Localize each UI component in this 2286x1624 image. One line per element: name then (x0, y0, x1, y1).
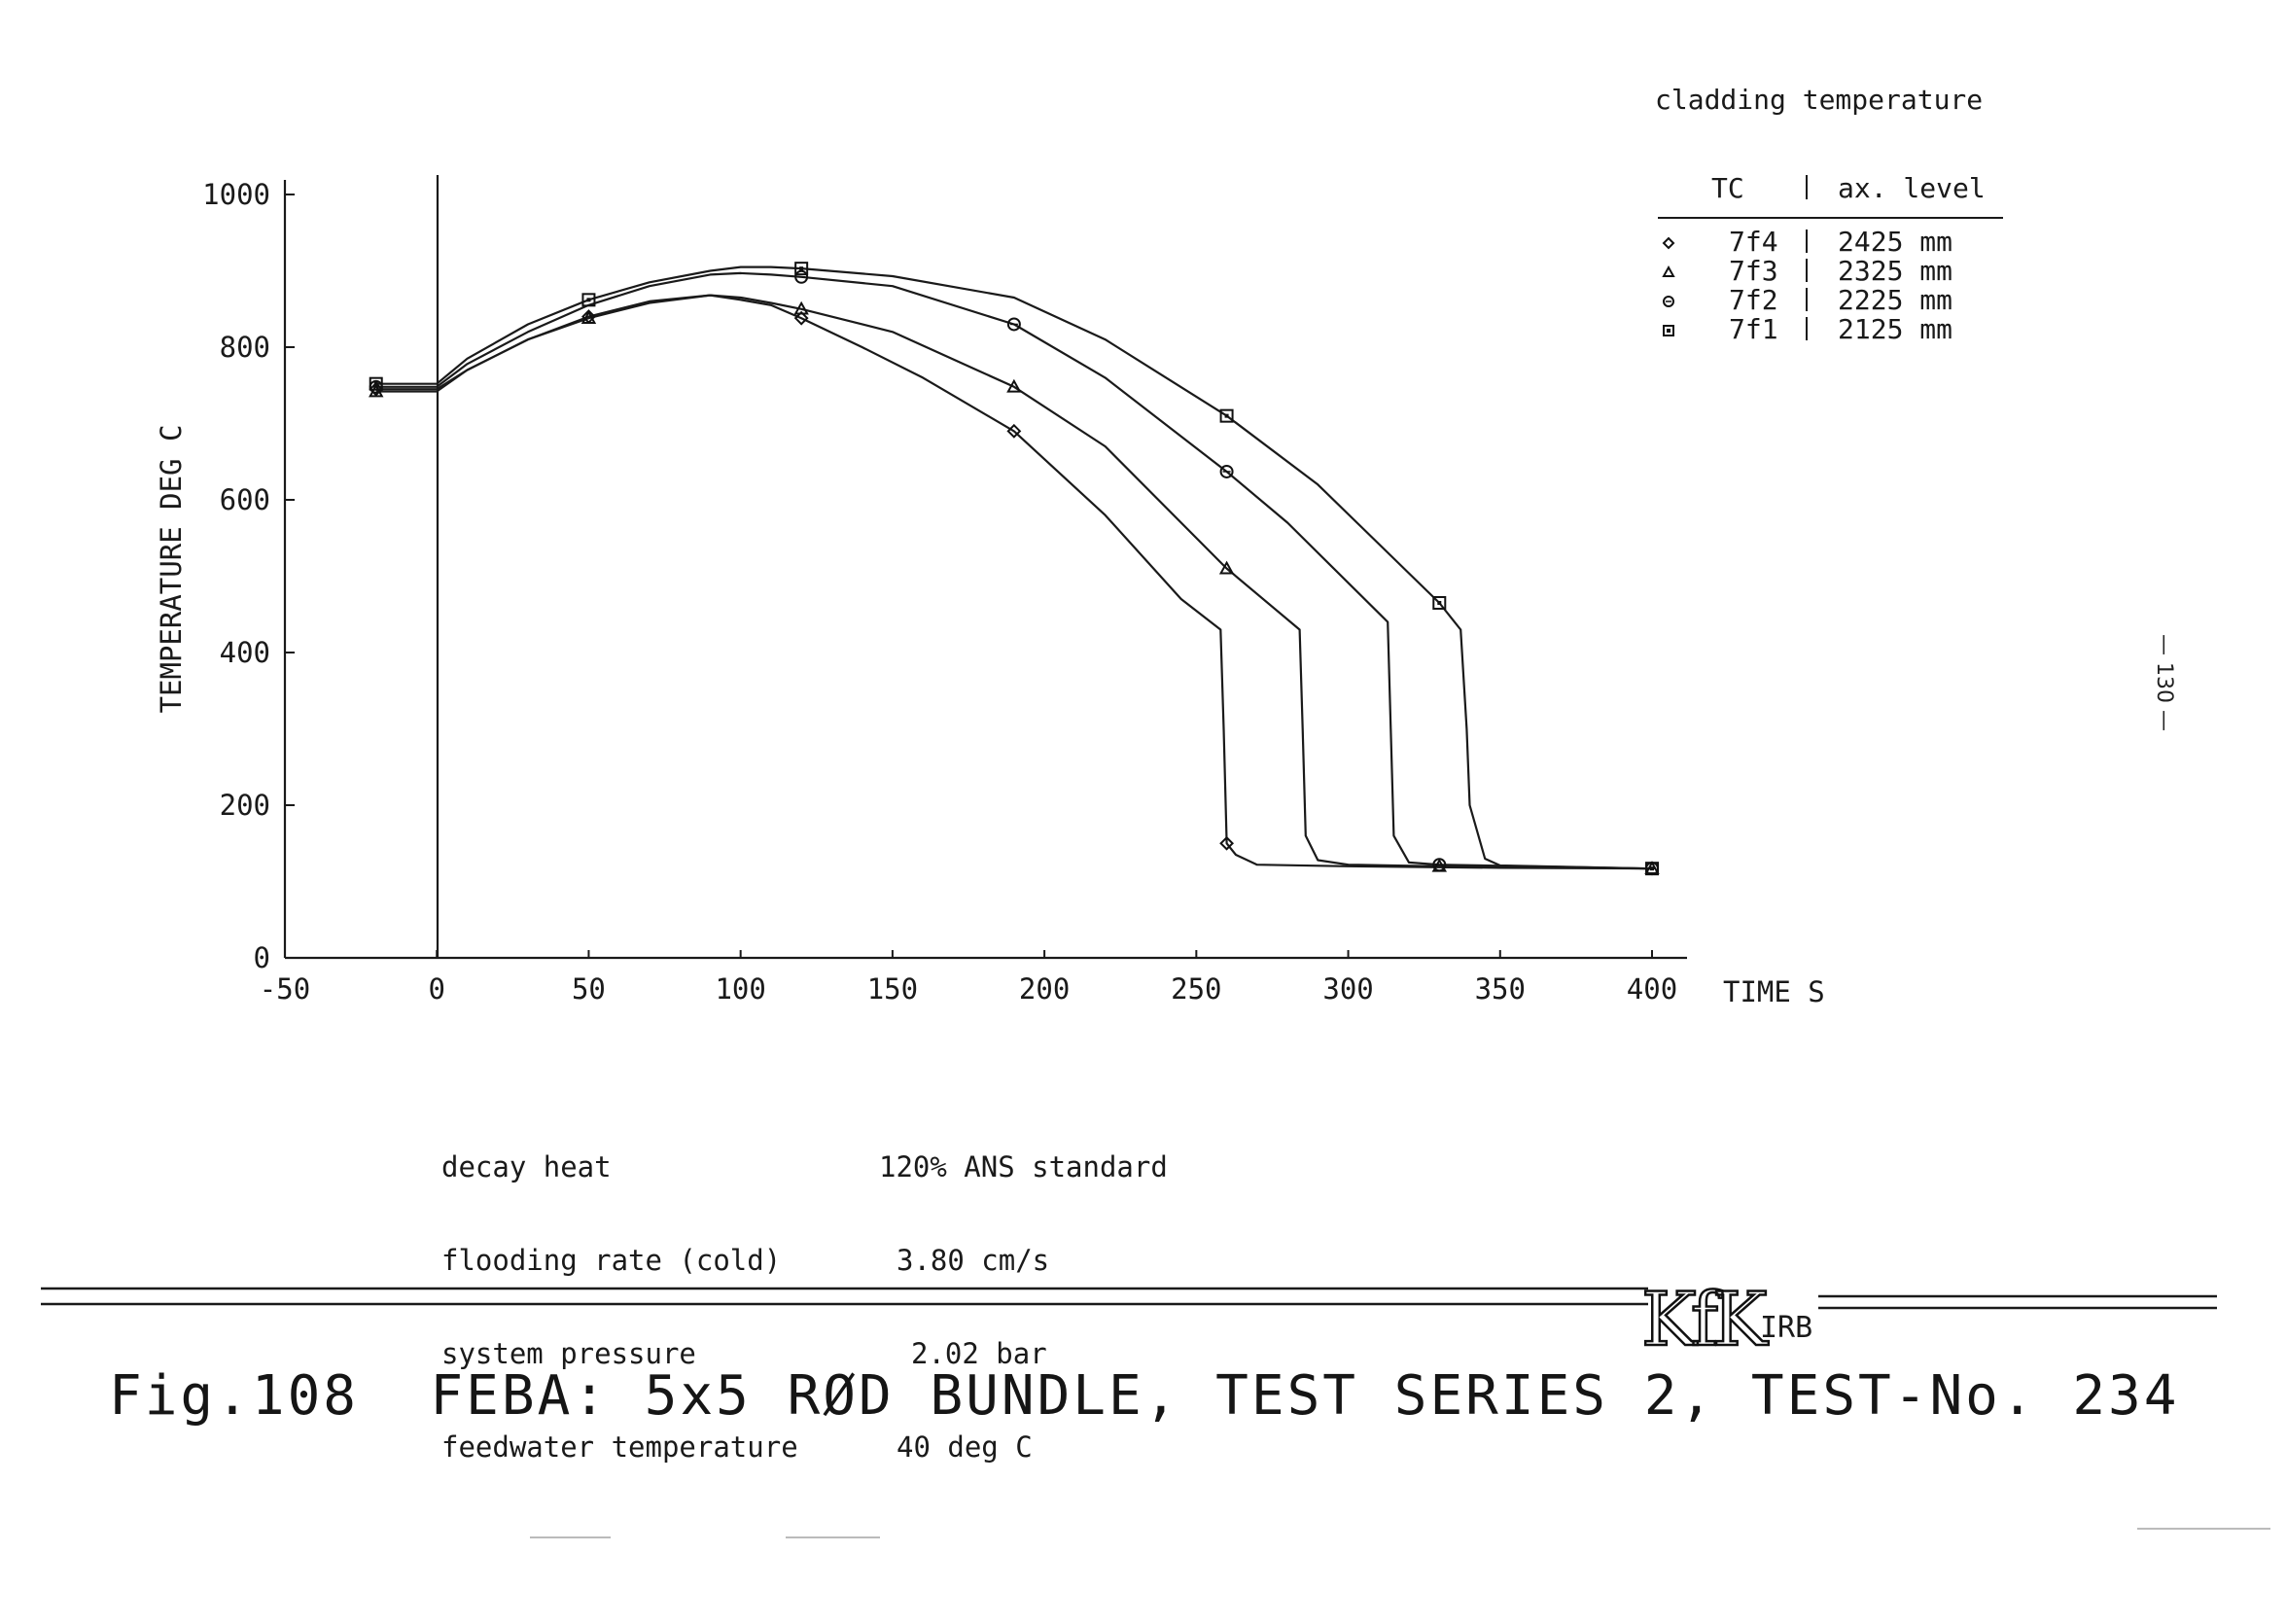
data-point-7f1 (794, 262, 809, 276)
data-point-7f4 (1006, 423, 1022, 439)
legend-marker-7f1 (1663, 325, 1674, 336)
x-axis-label: TIME S (1723, 975, 1825, 1008)
legend-marker-7f3 (1662, 265, 1675, 277)
x-tick-label: 400 (1627, 972, 1677, 1006)
series-lines (375, 265, 1653, 870)
legend-marker-7f4 (1662, 236, 1675, 250)
y-tick-label: 0 (254, 941, 270, 974)
data-point-7f1 (581, 293, 596, 307)
data-point-7f3 (1006, 378, 1022, 393)
data-point-7f1-dot (1437, 600, 1442, 605)
legend-rows: 7f4 2425 mm 7f3 2325 mm 7f2 2225 mm 7f1 2125 mm (1662, 226, 1952, 345)
series-line-7f3 (375, 294, 1653, 870)
axes (283, 175, 1687, 960)
condition-value: 120% ANS standard (879, 1150, 1168, 1183)
scan-marks (530, 1528, 2270, 1538)
kfk-logo-mark: KfK (1641, 1276, 1769, 1362)
figure-caption: Fig.108 FEBA: 5x5 RØD BUNDLE, TEST SERIE… (109, 1364, 2180, 1428)
y-axis-label: TEMPERATURE DEG C (155, 425, 188, 714)
data-point-7f2 (794, 269, 809, 284)
legend-tc-name: 7f3 (1729, 255, 1778, 287)
condition-row: decay heat 120% ANS standard (441, 1151, 1317, 1183)
data-point-7f1 (1645, 862, 1659, 876)
x-tick-label: 50 (572, 972, 606, 1006)
legend-tc-name: 7f2 (1729, 284, 1778, 316)
data-point-7f4 (793, 310, 809, 326)
legend-level: 2325 mm (1838, 255, 1952, 287)
x-tick-label: 0 (428, 972, 444, 1006)
data-point-7f1-dot (586, 298, 591, 302)
legend-marker-7f1-dot (1667, 329, 1671, 333)
data-point-7f1-dot (799, 266, 804, 271)
data-point-7f1 (1219, 408, 1234, 423)
series-markers (369, 262, 1660, 876)
condition-value: 2.02 bar (911, 1337, 1047, 1370)
data-point-7f1-dot (373, 381, 378, 386)
page-number: — 130 — (2152, 634, 2176, 731)
kfk-logo: KfK IRB (1640, 1275, 1812, 1364)
legend-header-level: ax. level (1838, 172, 1986, 204)
test-conditions: decay heat 120% ANS standard flooding rat… (441, 1089, 1317, 1463)
data-point-7f3 (1218, 560, 1235, 575)
series-line-7f2 (375, 271, 1653, 870)
condition-row: feedwater temperature 40 deg C (441, 1431, 1317, 1463)
legend-tc-name: 7f4 (1729, 226, 1778, 258)
data-point-7f3 (793, 300, 809, 315)
kfk-logo-irb: IRB (1760, 1311, 1812, 1345)
condition-label: feedwater temperature (441, 1430, 798, 1464)
series-line-7f1 (375, 265, 1653, 870)
y-ticks: 0 200 400 600 800 1000 (202, 178, 295, 974)
x-tick-label: 100 (715, 972, 765, 1006)
condition-label: system pressure (441, 1337, 696, 1370)
data-point-7f4 (1219, 835, 1234, 851)
y-tick-label: 200 (220, 789, 270, 822)
data-point-7f1-dot (1650, 866, 1654, 871)
y-tick-label: 400 (220, 636, 270, 669)
condition-value: 40 deg C (897, 1430, 1033, 1464)
condition-value: 3.80 cm/s (897, 1244, 1050, 1277)
legend-tc-name: 7f1 (1729, 313, 1778, 345)
data-point-7f2 (1219, 464, 1234, 478)
x-tick-label: 200 (1019, 972, 1070, 1006)
y-tick-label: 1000 (202, 178, 270, 211)
data-point-7f3 (580, 310, 597, 324)
x-ticks: -50 0 50 100 150 200 250 300 350 400 (260, 950, 1677, 1006)
x-tick-label: 350 (1475, 972, 1526, 1006)
data-point-7f1 (369, 376, 383, 391)
legend: cladding temperature TC ax. level 7f4 242… (1655, 84, 2003, 345)
condition-label: decay heat (441, 1150, 612, 1183)
data-point-7f2 (1006, 317, 1021, 332)
data-point-7f1 (1432, 595, 1447, 610)
x-tick-label: 250 (1171, 972, 1221, 1006)
legend-header-tc: TC (1711, 172, 1744, 204)
footer-rule (41, 1287, 2217, 1310)
legend-level: 2425 mm (1838, 226, 1952, 258)
y-tick-label: 600 (220, 483, 270, 516)
x-tick-label: 150 (867, 972, 918, 1006)
legend-level: 2125 mm (1838, 313, 1952, 345)
data-point-7f2 (1432, 858, 1447, 872)
y-tick-label: 800 (220, 331, 270, 364)
x-tick-label: -50 (260, 972, 310, 1006)
legend-level: 2225 mm (1838, 284, 1952, 316)
legend-marker-7f2 (1663, 296, 1674, 307)
condition-row: flooding rate (cold) 3.80 cm/s (441, 1245, 1317, 1276)
x-tick-label: 300 (1322, 972, 1373, 1006)
data-point-7f1-dot (1224, 413, 1229, 418)
condition-label: flooding rate (cold) (441, 1244, 782, 1277)
legend-title: cladding temperature (1655, 84, 1983, 116)
condition-row: system pressure 2.02 bar (441, 1338, 1317, 1369)
